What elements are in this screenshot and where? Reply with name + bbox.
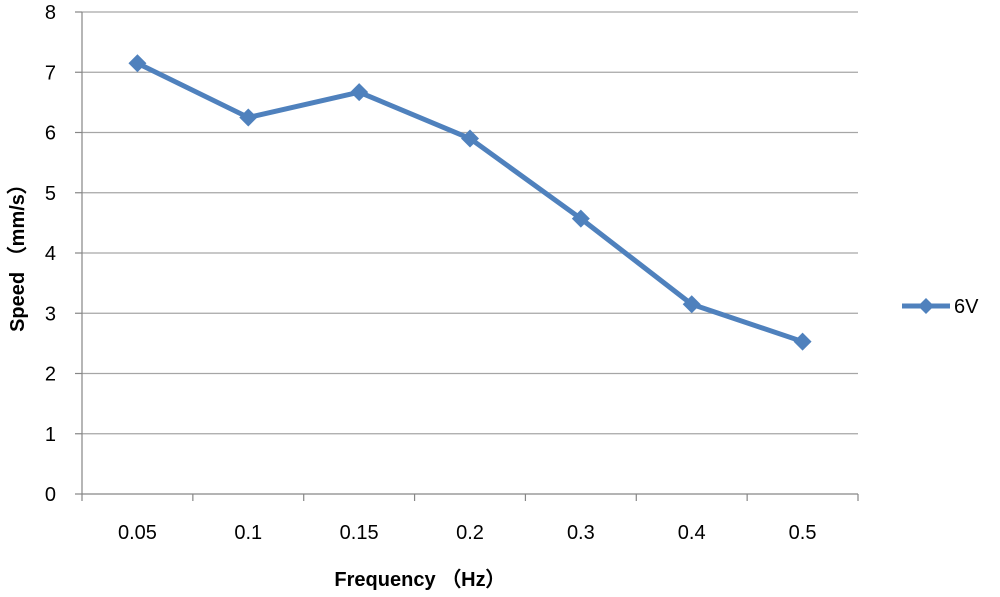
data-point-marker <box>350 83 369 102</box>
legend-marker-6v <box>918 298 934 314</box>
x-tick-label: 0.05 <box>118 522 157 544</box>
y-tick-label: 8 <box>45 2 56 24</box>
y-tick-label: 5 <box>45 183 56 205</box>
gridlines <box>75 11 858 495</box>
legend: 6V <box>902 296 979 318</box>
x-tick-label: 0.15 <box>340 522 379 544</box>
x-tick-label: 0.3 <box>567 522 595 544</box>
axes <box>81 12 859 501</box>
data-point-marker <box>239 108 258 127</box>
x-axis-title: Frequency （Hz） <box>334 568 505 591</box>
y-tick-labels: 0 1 2 3 4 5 6 7 8 <box>45 2 56 506</box>
y-tick-label: 4 <box>45 243 56 265</box>
y-tick-label: 2 <box>45 364 56 386</box>
legend-label-6v: 6V <box>954 296 979 318</box>
series-layer <box>128 54 812 351</box>
y-tick-label: 1 <box>45 424 56 446</box>
data-point-marker <box>793 332 812 351</box>
y-tick-label: 7 <box>45 62 56 84</box>
data-point-marker <box>571 209 590 228</box>
y-tick-label: 0 <box>45 484 56 506</box>
y-tick-label: 6 <box>45 123 56 145</box>
y-tick-label: 3 <box>45 303 56 325</box>
data-point-marker <box>128 54 147 73</box>
y-axis-title: Speed （mm/s） <box>6 174 29 332</box>
x-tick-label: 0.4 <box>678 522 706 544</box>
data-point-marker <box>461 129 479 148</box>
x-tick-label: 0.2 <box>456 522 484 544</box>
data-point-marker <box>682 295 701 314</box>
x-tick-labels: 0.05 0.1 0.15 0.2 0.3 0.4 0.5 <box>118 522 817 544</box>
x-tick-label: 0.5 <box>789 522 817 544</box>
x-tick-label: 0.1 <box>234 522 262 544</box>
series-line-6v <box>136 60 804 344</box>
